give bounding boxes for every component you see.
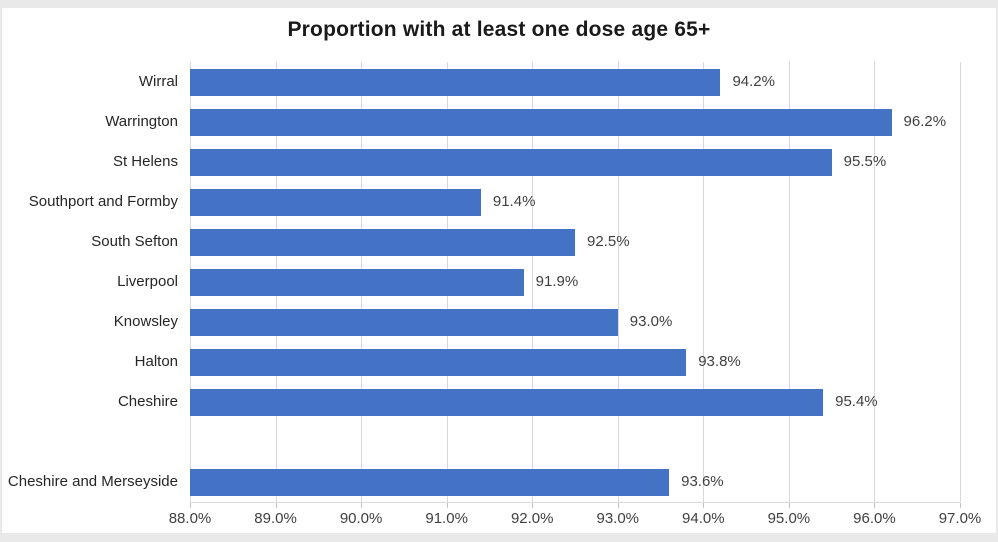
bar-row: South Sefton 92.5% (91, 222, 960, 262)
value-label: 93.0% (629, 313, 673, 330)
x-tick-label: 88.0% (168, 510, 212, 527)
x-tick-label: 93.0% (596, 510, 640, 527)
bar (190, 309, 618, 336)
axis-tick-mark (190, 503, 191, 508)
value-label: 95.4% (835, 393, 878, 410)
axis-tick-mark (275, 503, 277, 508)
x-axis-line (190, 502, 960, 503)
category-label: Cheshire (117, 393, 178, 410)
plot-area: Wirral 94.2% Warrington 96.2% St Helens 95.5%… (8, 62, 961, 508)
gridline (703, 62, 705, 502)
axis-tick-mark (874, 503, 876, 508)
bar (190, 109, 892, 136)
category-label: St Helens (112, 153, 178, 170)
axis-tick-mark (532, 503, 534, 508)
axis-tick-mark (617, 503, 619, 508)
category-label: Liverpool (117, 273, 178, 290)
x-tick-label: 92.0% (510, 510, 554, 527)
bar (190, 149, 832, 176)
bar-row: Cheshire 95.4% (118, 382, 960, 422)
bar (190, 189, 481, 216)
value-label: 93.8% (698, 353, 741, 370)
bar-row: Warrington 96.2% (105, 102, 960, 142)
category-label: Wirral (138, 73, 178, 90)
x-tick-label: 90.0% (339, 510, 383, 527)
value-label: 95.5% (843, 153, 887, 170)
bar-row: St Helens 95.5% (113, 142, 960, 182)
bar-row: Southport and Formby 91.4% (29, 182, 960, 222)
value-label: 91.4% (492, 193, 536, 210)
category-label: South Sefton (91, 233, 178, 250)
value-label: 93.6% (681, 473, 724, 490)
category-label: Knowsley (113, 313, 178, 330)
bar (190, 69, 721, 96)
axis-tick-mark (446, 503, 448, 508)
x-tick-label: 97.0% (938, 510, 982, 527)
bar-row: Halton 93.8% (135, 342, 960, 382)
x-axis: 88.0% 89.0% 90.0% 91.0% 92.0% 93.0% 94.0% 95.0%… (169, 510, 982, 532)
axis-tick-mark (361, 503, 363, 508)
gridline (788, 62, 790, 502)
category-label: Halton (134, 353, 178, 370)
bar-row: Wirral 94.2% (139, 62, 960, 102)
x-tick-label: 89.0% (254, 510, 297, 527)
axis-tick-mark (960, 503, 961, 508)
x-tick-label: 91.0% (425, 510, 468, 527)
bar (190, 349, 687, 376)
bar-row: Knowsley 93.0% (114, 302, 960, 342)
category-label: Warrington (105, 113, 178, 130)
chart-title: Proportion with at least one dose age 65… (287, 18, 711, 41)
bar-chart: Proportion with at least one dose age 65… (2, 8, 996, 533)
bar (190, 389, 824, 416)
bar (190, 269, 524, 296)
value-label: 96.2% (903, 113, 947, 130)
bar-row: Cheshire and Merseyside 93.6% (8, 462, 960, 502)
bar (190, 229, 575, 256)
gridline (532, 62, 534, 502)
category-label: Cheshire and Merseyside (7, 473, 178, 490)
bar (190, 469, 670, 496)
value-label: 92.5% (587, 233, 630, 250)
x-tick-label: 94.0% (682, 510, 725, 527)
x-tick-label: 96.0% (853, 510, 896, 527)
gridline (617, 62, 619, 502)
category-label: Southport and Formby (28, 193, 178, 210)
value-label: 91.9% (535, 273, 579, 290)
axis-tick-mark (703, 503, 705, 508)
gridline (960, 62, 961, 502)
gridline (874, 62, 876, 502)
x-tick-label: 95.0% (767, 510, 811, 527)
axis-tick-mark (788, 503, 790, 508)
value-label: 94.2% (732, 73, 775, 90)
bar-row (190, 422, 960, 462)
bar-row: Liverpool 91.9% (117, 262, 960, 302)
